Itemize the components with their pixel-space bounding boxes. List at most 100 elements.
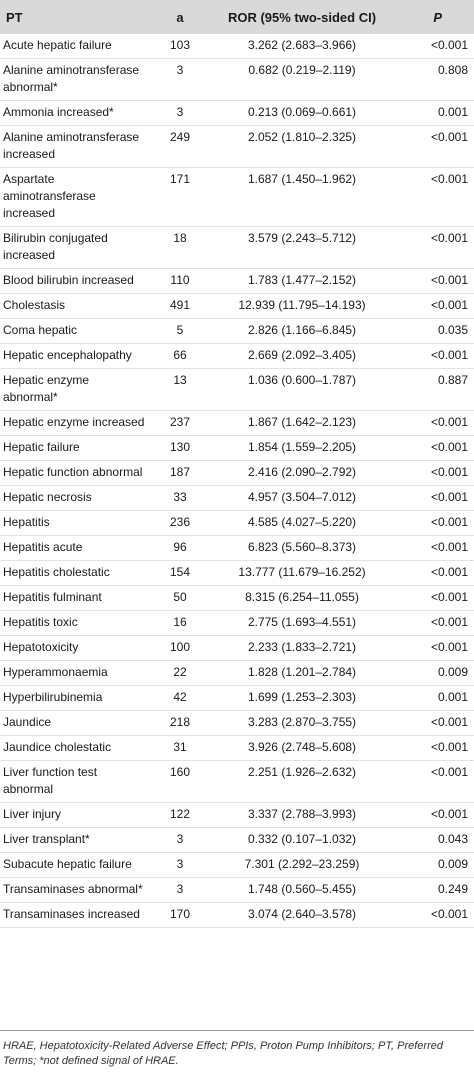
cell-ror: 12.939 (11.795–14.193) [238,298,366,312]
cell-a: 491 [169,298,191,312]
cell-ror: 7.301 (2.292–23.259) [244,857,360,871]
cell-pt: Liver transplant* [3,832,90,846]
cell-ror: 1.854 (1.559–2.205) [247,440,357,454]
cell-p: <0.001 [430,765,468,779]
cell-a: 236 [169,515,191,529]
cell-ror: 1.748 (0.560–5.455) [247,882,357,896]
table-row: Hepatic enzyme increased 237 1.867 (1.642–… [0,411,474,436]
cell-p: <0.001 [430,740,468,754]
cell-p: <0.001 [430,590,468,604]
cell-a: 33 [173,490,187,504]
table-row: Hepatic function abnormal 187 2.416 (2.090… [0,461,474,486]
cell-a: 122 [169,807,191,821]
cell-p: <0.001 [430,298,468,312]
cell-a: 3 [176,882,184,896]
cell-a: 249 [169,130,191,144]
cell-a: 171 [169,172,191,186]
table-row: Hepatic encephalopathy 66 2.669 (2.092–3.4… [0,344,474,369]
cell-a: 3 [176,105,184,119]
cell-ror: 1.828 (1.201–2.784) [247,665,357,679]
table-row: Hepatitis fulminant 50 8.315 (6.254–11.055… [0,586,474,611]
cell-p: <0.001 [430,907,468,921]
cell-pt: Hepatic failure [3,440,80,454]
cell-pt: Alanine aminotransferase abnormal* [3,63,140,94]
cell-p: 0.009 [437,665,468,679]
cell-a: 3 [176,857,184,871]
cell-pt: Hyperbilirubinemia [3,690,103,704]
table-row: Ammonia increased* 3 0.213 (0.069–0.661) 0.… [0,101,474,126]
cell-a: 3 [176,63,184,77]
cell-p: <0.001 [430,490,468,504]
cell-ror: 3.074 (2.640–3.578) [247,907,357,921]
cell-p: 0.009 [437,857,468,871]
table-footnote: HRAE, Hepatotoxicity-Related Adverse Eff… [0,1030,474,1069]
table-row: Acute hepatic failure 103 3.262 (2.683–3.9… [0,34,474,59]
cell-a: 103 [169,38,191,52]
cell-p: <0.001 [430,130,468,144]
cell-p: <0.001 [430,465,468,479]
cell-a: 218 [169,715,191,729]
table-row: Liver transplant* 3 0.332 (0.107–1.032) 0.0… [0,828,474,853]
table-row: Hepatic failure 130 1.854 (1.559–2.205) <0.… [0,436,474,461]
table-row: Subacute hepatic failure 3 7.301 (2.292–23… [0,853,474,878]
cell-pt: Ammonia increased* [3,105,114,119]
cell-ror: 2.669 (2.092–3.405) [247,348,357,362]
cell-p: <0.001 [430,38,468,52]
cell-ror: 2.251 (1.926–2.632) [247,765,357,779]
cell-a: 96 [173,540,187,554]
table-row: Coma hepatic 5 2.826 (1.166–6.845) 0.035 [0,319,474,344]
cell-ror: 3.926 (2.748–5.608) [247,740,357,754]
cell-p: <0.001 [430,715,468,729]
table-row: Blood bilirubin increased 110 1.783 (1.477… [0,269,474,294]
cell-pt: Hepatitis fulminant [3,590,102,604]
cell-p: <0.001 [430,172,468,186]
cell-ror: 2.775 (1.693–4.551) [247,615,357,629]
cell-ror: 2.233 (1.833–2.721) [247,640,357,654]
cell-pt: Jaundice cholestatic [3,740,112,754]
header-a: a [176,9,184,25]
cell-a: 3 [176,832,184,846]
cell-pt: Coma hepatic [3,323,78,337]
table-row: Hyperammonaemia 22 1.828 (1.201–2.784) 0.00… [0,661,474,686]
cell-a: 130 [169,440,191,454]
table-row: Jaundice 218 3.283 (2.870–3.755) <0.001 [0,711,474,736]
table-row: Hepatic necrosis 33 4.957 (3.504–7.012) <0.… [0,486,474,511]
table-row: Hepatitis 236 4.585 (4.027–5.220) <0.001 [0,511,474,536]
cell-pt: Liver function test abnormal [3,765,98,796]
cell-ror: 1.687 (1.450–1.962) [247,172,357,186]
cell-ror: 4.957 (3.504–7.012) [247,490,357,504]
table-row: Jaundice cholestatic 31 3.926 (2.748–5.608… [0,736,474,761]
cell-p: 0.001 [437,690,468,704]
cell-a: 18 [173,231,187,245]
table-row: Transaminases increased 170 3.074 (2.640–3… [0,903,474,928]
cell-a: 100 [169,640,191,654]
cell-ror: 8.315 (6.254–11.055) [245,590,359,604]
table-row: Hepatitis cholestatic 154 13.777 (11.679–1… [0,561,474,586]
table-row: Hyperbilirubinemia 42 1.699 (1.253–2.303) 0… [0,686,474,711]
cell-ror: 3.283 (2.870–3.755) [247,715,357,729]
cell-p: 0.043 [437,832,468,846]
cell-pt: Hepatic enzyme abnormal* [3,373,90,404]
cell-p: <0.001 [430,415,468,429]
table-row: Liver injury 122 3.337 (2.788–3.993) <0.001 [0,803,474,828]
cell-pt: Hepatitis cholestatic [3,565,110,579]
table-row: Cholestasis 491 12.939 (11.795–14.193) <0.0… [0,294,474,319]
cell-pt: Blood bilirubin increased [3,273,134,287]
cell-p: <0.001 [430,540,468,554]
cell-pt: Subacute hepatic failure [3,857,132,871]
cell-pt: Transaminases increased [3,907,140,921]
header-ror: ROR (95% two-sided CI) [227,9,377,25]
cell-a: 237 [169,415,191,429]
cell-pt: Liver injury [3,807,62,821]
cell-ror: 13.777 (11.679–16.252) [238,565,366,579]
cell-p: <0.001 [430,615,468,629]
cell-a: 22 [173,665,187,679]
cell-ror: 4.585 (4.027–5.220) [247,515,357,529]
cell-ror: 3.262 (2.683–3.966) [247,38,357,52]
cell-a: 42 [173,690,187,704]
cell-p: <0.001 [430,231,468,245]
cell-pt: Hepatic function abnormal [3,465,143,479]
cell-p: <0.001 [430,273,468,287]
cell-ror: 0.213 (0.069–0.661) [247,105,357,119]
